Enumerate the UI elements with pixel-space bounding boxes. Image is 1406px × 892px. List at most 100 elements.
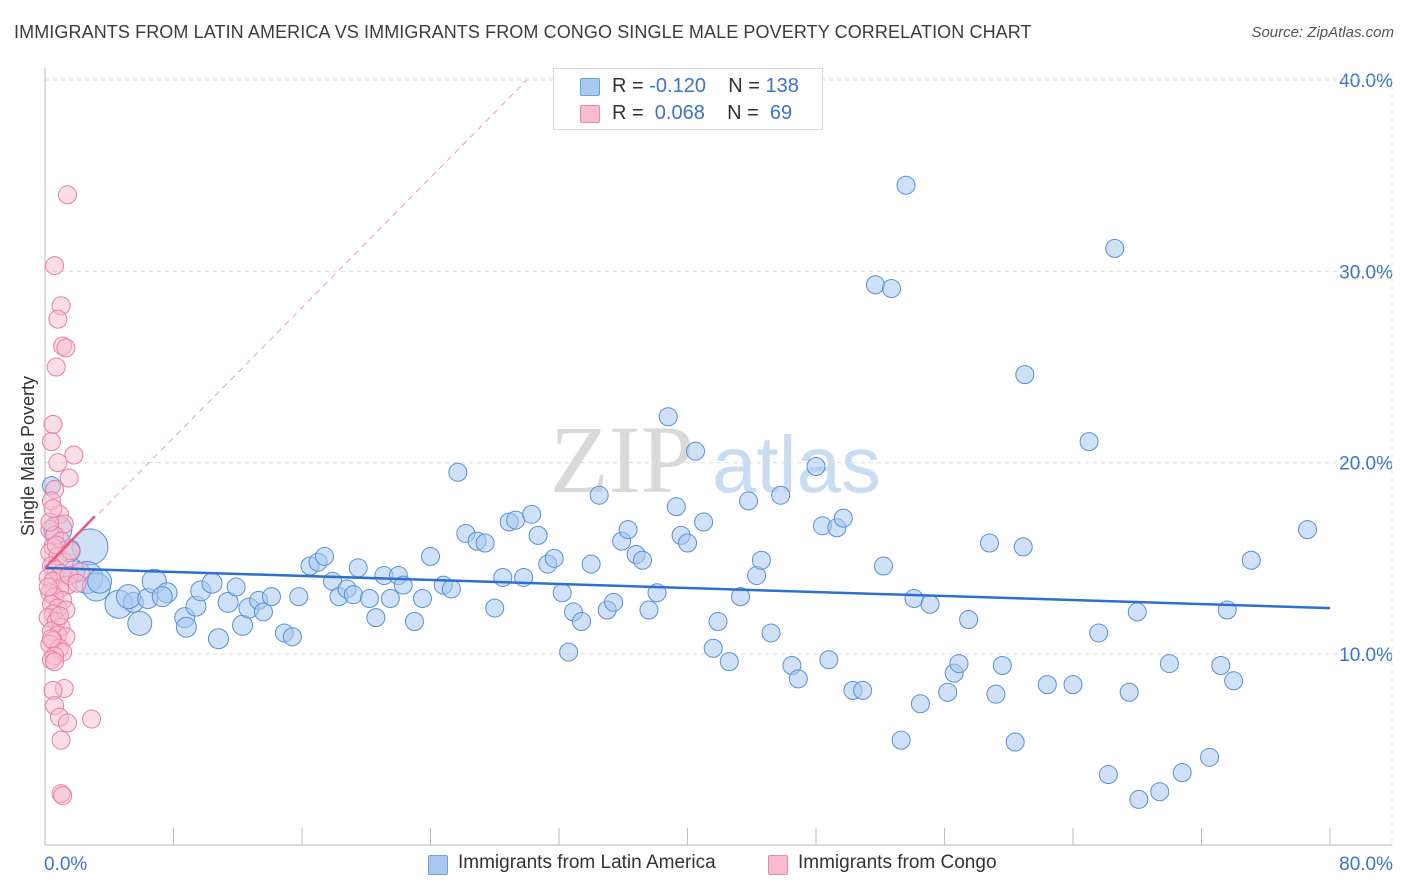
point-latin-america bbox=[559, 642, 579, 662]
point-latin-america bbox=[253, 602, 273, 622]
n-value: 138 bbox=[765, 75, 799, 97]
point-latin-america bbox=[1224, 671, 1244, 691]
point-latin-america bbox=[873, 556, 893, 576]
point-latin-america bbox=[207, 628, 229, 650]
point-latin-america bbox=[1129, 789, 1149, 809]
point-congo bbox=[61, 541, 81, 561]
point-latin-america bbox=[1013, 537, 1033, 557]
point-congo bbox=[64, 445, 84, 465]
point-latin-america bbox=[904, 589, 924, 609]
point-congo bbox=[41, 432, 61, 452]
point-latin-america bbox=[992, 655, 1012, 675]
point-latin-america bbox=[343, 585, 363, 605]
point-latin-america bbox=[475, 533, 495, 553]
point-congo bbox=[57, 185, 77, 205]
point-latin-america bbox=[485, 598, 505, 618]
point-latin-america bbox=[226, 577, 246, 597]
point-latin-america bbox=[282, 627, 302, 647]
point-congo bbox=[82, 709, 102, 729]
point-latin-america bbox=[1200, 747, 1220, 767]
point-latin-america bbox=[366, 608, 386, 628]
chart-title: IMMIGRANTS FROM LATIN AMERICA VS IMMIGRA… bbox=[14, 22, 1032, 42]
y-tick-label: 20.0% bbox=[1339, 454, 1393, 475]
point-congo bbox=[48, 453, 68, 473]
point-congo bbox=[48, 309, 68, 329]
point-latin-america bbox=[201, 572, 223, 594]
point-latin-america bbox=[1211, 655, 1231, 675]
point-latin-america bbox=[571, 611, 591, 631]
point-latin-america bbox=[412, 589, 432, 609]
point-latin-america bbox=[751, 550, 771, 570]
point-latin-america bbox=[1089, 623, 1109, 643]
point-latin-america bbox=[522, 504, 542, 524]
legend-swatch-blue bbox=[580, 78, 600, 96]
point-latin-america bbox=[441, 579, 461, 599]
point-latin-america bbox=[604, 592, 624, 612]
legend-label: Immigrants from Latin America bbox=[458, 852, 716, 873]
n-label: N = bbox=[728, 75, 766, 97]
point-congo bbox=[43, 414, 63, 434]
y-tick-label: 30.0% bbox=[1339, 262, 1393, 283]
point-latin-america bbox=[544, 548, 564, 568]
point-latin-america bbox=[552, 583, 572, 603]
point-latin-america bbox=[959, 610, 979, 630]
point-latin-america bbox=[694, 512, 714, 532]
point-latin-america bbox=[658, 407, 678, 427]
point-latin-america bbox=[589, 485, 609, 505]
r-value: 0.068 bbox=[649, 102, 705, 124]
point-latin-america bbox=[581, 554, 601, 574]
point-latin-america bbox=[666, 497, 686, 517]
point-latin-america bbox=[1037, 675, 1057, 695]
point-latin-america bbox=[1172, 763, 1192, 783]
point-latin-america bbox=[910, 694, 930, 714]
point-latin-america bbox=[314, 546, 334, 566]
n-value: 69 bbox=[764, 102, 793, 124]
point-latin-america bbox=[1105, 238, 1125, 258]
trendline-congo bbox=[44, 515, 96, 569]
point-congo bbox=[51, 730, 71, 750]
source-label: Source: ZipAtlas.com bbox=[1251, 24, 1394, 41]
point-latin-america bbox=[938, 682, 958, 702]
point-latin-america bbox=[833, 508, 853, 528]
point-latin-america bbox=[87, 568, 113, 594]
series-legend: Immigrants from Latin America Immigrants… bbox=[0, 850, 1406, 880]
point-latin-america bbox=[979, 533, 999, 553]
point-congo bbox=[49, 606, 69, 626]
point-latin-america bbox=[771, 485, 791, 505]
point-latin-america bbox=[986, 684, 1006, 704]
correlation-legend: R = -0.120 N = 138 R = 0.068 N = 69 bbox=[553, 68, 823, 130]
r-value: -0.120 bbox=[649, 75, 706, 97]
point-latin-america bbox=[865, 275, 885, 295]
point-latin-america bbox=[1159, 654, 1179, 674]
point-latin-america bbox=[881, 279, 901, 299]
trendline-congo-extension bbox=[44, 79, 528, 569]
point-congo bbox=[38, 577, 58, 597]
n-label: N = bbox=[727, 102, 765, 124]
point-latin-america bbox=[1119, 682, 1139, 702]
point-congo bbox=[57, 713, 77, 733]
point-latin-america bbox=[217, 591, 239, 613]
point-latin-america bbox=[1098, 765, 1118, 785]
point-latin-america bbox=[448, 462, 468, 482]
watermark-atlas: atlas bbox=[712, 420, 881, 509]
point-congo bbox=[53, 786, 73, 806]
point-latin-america bbox=[1127, 602, 1147, 622]
point-latin-america bbox=[708, 611, 728, 631]
point-latin-america bbox=[1005, 732, 1025, 752]
point-latin-america bbox=[528, 525, 548, 545]
point-latin-america bbox=[920, 594, 940, 614]
point-latin-america bbox=[639, 600, 659, 620]
point-congo bbox=[45, 256, 65, 276]
point-latin-america bbox=[493, 567, 513, 587]
point-latin-america bbox=[703, 638, 723, 658]
legend-swatch-pink bbox=[768, 855, 788, 875]
point-congo bbox=[56, 338, 76, 358]
point-congo bbox=[41, 629, 61, 649]
point-latin-america bbox=[686, 441, 706, 461]
point-congo bbox=[59, 468, 79, 488]
point-latin-america bbox=[1241, 550, 1261, 570]
point-congo bbox=[45, 652, 65, 672]
point-latin-america bbox=[896, 175, 916, 195]
point-latin-america bbox=[116, 584, 142, 610]
